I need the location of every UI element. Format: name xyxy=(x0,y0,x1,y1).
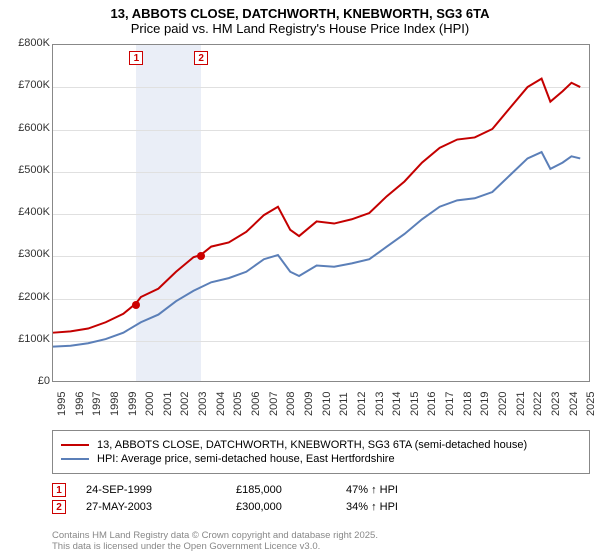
x-tick-label: 2006 xyxy=(250,392,262,416)
y-tick-label: £800K xyxy=(0,37,50,49)
x-tick-label: 1995 xyxy=(56,392,68,416)
x-tick-label: 1999 xyxy=(127,392,139,416)
x-tick-label: 2005 xyxy=(232,392,244,416)
sale-dot-2 xyxy=(197,252,205,260)
chart-plot-area: 12 xyxy=(52,44,590,382)
y-tick-label: £0 xyxy=(0,375,50,387)
x-tick-label: 2002 xyxy=(179,392,191,416)
sale-dot-1 xyxy=(132,301,140,309)
y-tick-label: £500K xyxy=(0,164,50,176)
legend-box: 13, ABBOTS CLOSE, DATCHWORTH, KNEBWORTH,… xyxy=(52,430,590,474)
legend-label-hpi: HPI: Average price, semi-detached house,… xyxy=(97,453,395,465)
x-tick-label: 1996 xyxy=(74,392,86,416)
y-tick-label: £200K xyxy=(0,291,50,303)
x-tick-label: 2001 xyxy=(162,392,174,416)
sales-table: 1 24-SEP-1999 £185,000 47% ↑ HPI 2 27-MA… xyxy=(52,480,590,517)
legend-row-hpi: HPI: Average price, semi-detached house,… xyxy=(61,453,581,465)
x-tick-label: 2015 xyxy=(409,392,421,416)
chart-svg xyxy=(53,45,589,381)
series-line-hpi xyxy=(53,152,580,347)
chart-subtitle: Price paid vs. HM Land Registry's House … xyxy=(0,21,600,36)
x-tick-label: 2009 xyxy=(303,392,315,416)
sales-row: 2 27-MAY-2003 £300,000 34% ↑ HPI xyxy=(52,500,590,514)
x-tick-label: 2019 xyxy=(479,392,491,416)
sale-delta: 34% ↑ HPI xyxy=(346,501,456,513)
x-tick-label: 2011 xyxy=(338,392,350,416)
chart-marker-1: 1 xyxy=(129,51,143,65)
y-tick-label: £600K xyxy=(0,122,50,134)
legend-swatch-hpi xyxy=(61,458,89,460)
y-tick-label: £100K xyxy=(0,333,50,345)
footer-line1: Contains HM Land Registry data © Crown c… xyxy=(52,530,590,541)
y-tick-label: £400K xyxy=(0,206,50,218)
legend-swatch-property xyxy=(61,444,89,446)
x-tick-label: 2021 xyxy=(515,392,527,416)
sale-price: £300,000 xyxy=(236,501,346,513)
x-tick-label: 2022 xyxy=(532,392,544,416)
sale-price: £185,000 xyxy=(236,484,346,496)
x-tick-label: 2004 xyxy=(215,392,227,416)
x-tick-label: 2023 xyxy=(550,392,562,416)
chart-title: 13, ABBOTS CLOSE, DATCHWORTH, KNEBWORTH,… xyxy=(0,0,600,21)
legend-row-property: 13, ABBOTS CLOSE, DATCHWORTH, KNEBWORTH,… xyxy=(61,439,581,451)
marker-badge-1: 1 xyxy=(52,483,66,497)
y-tick-label: £700K xyxy=(0,79,50,91)
chart-marker-2: 2 xyxy=(194,51,208,65)
sales-row: 1 24-SEP-1999 £185,000 47% ↑ HPI xyxy=(52,483,590,497)
x-tick-label: 2025 xyxy=(585,392,597,416)
x-tick-label: 2012 xyxy=(356,392,368,416)
x-tick-label: 2017 xyxy=(444,392,456,416)
chart-container: 13, ABBOTS CLOSE, DATCHWORTH, KNEBWORTH,… xyxy=(0,0,600,560)
sale-delta: 47% ↑ HPI xyxy=(346,484,456,496)
legend-label-property: 13, ABBOTS CLOSE, DATCHWORTH, KNEBWORTH,… xyxy=(97,439,527,451)
sale-date: 24-SEP-1999 xyxy=(86,484,236,496)
footer-attribution: Contains HM Land Registry data © Crown c… xyxy=(52,530,590,553)
x-tick-label: 2016 xyxy=(426,392,438,416)
x-tick-label: 2007 xyxy=(268,392,280,416)
x-tick-label: 2008 xyxy=(285,392,297,416)
x-tick-label: 2010 xyxy=(321,392,333,416)
x-tick-label: 2018 xyxy=(462,392,474,416)
x-tick-label: 2003 xyxy=(197,392,209,416)
x-tick-label: 1997 xyxy=(91,392,103,416)
marker-badge-2: 2 xyxy=(52,500,66,514)
x-tick-label: 2024 xyxy=(568,392,580,416)
x-tick-label: 1998 xyxy=(109,392,121,416)
series-line-property xyxy=(53,79,580,333)
x-tick-label: 2020 xyxy=(497,392,509,416)
x-tick-label: 2013 xyxy=(374,392,386,416)
footer-line2: This data is licensed under the Open Gov… xyxy=(52,541,590,552)
sale-date: 27-MAY-2003 xyxy=(86,501,236,513)
y-tick-label: £300K xyxy=(0,248,50,260)
x-tick-label: 2014 xyxy=(391,392,403,416)
x-tick-label: 2000 xyxy=(144,392,156,416)
